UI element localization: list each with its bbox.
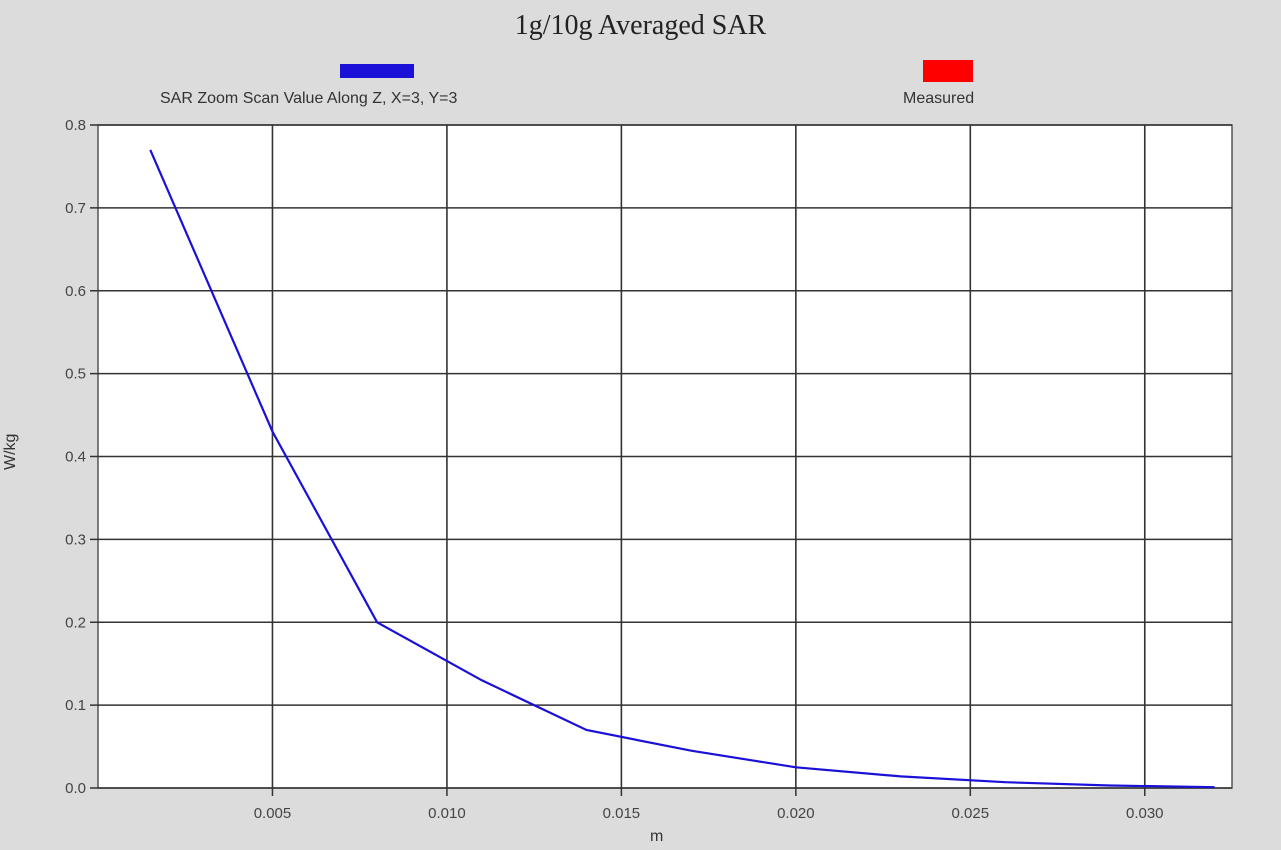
y-axis-label: W/kg — [2, 433, 19, 470]
x-tick-label: 0.030 — [1126, 805, 1164, 822]
y-tick-label: 0.7 — [65, 200, 86, 217]
x-tick-label: 0.015 — [603, 805, 641, 822]
y-tick-label: 0.6 — [65, 283, 86, 300]
legend-swatch-sar-series — [340, 64, 414, 78]
y-tick-label: 0.2 — [65, 614, 86, 631]
legend-label-sar-series: SAR Zoom Scan Value Along Z, X=3, Y=3 — [160, 90, 458, 107]
x-axis-label: m — [650, 828, 664, 845]
x-tick-label: 0.020 — [777, 805, 815, 822]
chart-title: 1g/10g Averaged SAR — [514, 10, 767, 41]
y-tick-label: 0.8 — [65, 117, 86, 134]
x-tick-label: 0.025 — [952, 805, 990, 822]
y-tick-label: 0.4 — [65, 449, 86, 466]
x-tick-label: 0.005 — [254, 805, 292, 822]
legend-swatch-measured — [923, 60, 973, 82]
y-tick-label: 0.3 — [65, 531, 86, 548]
x-tick-label: 0.010 — [428, 805, 466, 822]
y-tick-label: 0.5 — [65, 366, 86, 383]
legend-label-measured: Measured — [903, 90, 975, 107]
series-line-0 — [149, 149, 1215, 789]
y-tick-label: 0.0 — [65, 780, 86, 797]
y-tick-label: 0.1 — [65, 697, 86, 714]
